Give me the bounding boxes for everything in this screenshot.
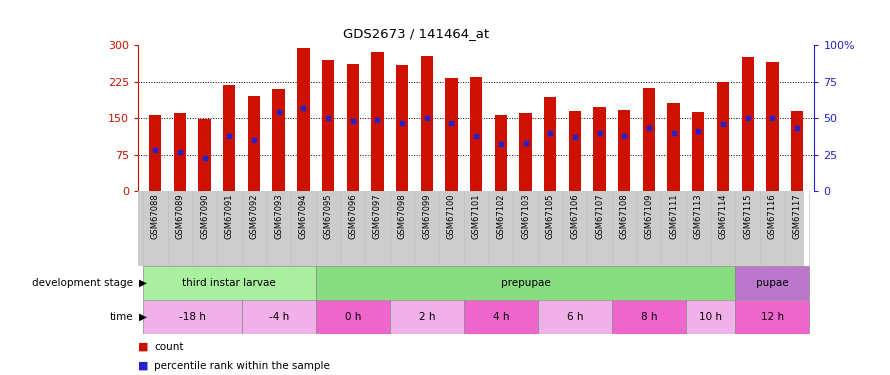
Text: -4 h: -4 h — [269, 312, 288, 322]
Text: GSM67096: GSM67096 — [348, 194, 357, 239]
Bar — [668, 102, 680, 191]
Bar — [612, 300, 686, 334]
Bar — [174, 113, 186, 191]
Bar — [149, 115, 161, 191]
Bar — [741, 57, 754, 191]
Text: 4 h: 4 h — [492, 312, 509, 322]
Bar — [390, 300, 464, 334]
Text: -18 h: -18 h — [179, 312, 206, 322]
Bar — [223, 85, 236, 191]
Text: GSM67093: GSM67093 — [274, 194, 283, 239]
Text: time: time — [109, 312, 134, 322]
Bar — [766, 62, 779, 191]
Bar — [316, 300, 390, 334]
Text: GSM67090: GSM67090 — [200, 194, 209, 239]
Text: GSM67117: GSM67117 — [793, 194, 802, 239]
Bar — [143, 300, 241, 334]
Text: GSM67095: GSM67095 — [324, 194, 333, 239]
Bar — [569, 111, 581, 191]
Text: 2 h: 2 h — [418, 312, 435, 322]
Text: 12 h: 12 h — [761, 312, 784, 322]
Bar — [371, 53, 384, 191]
Text: ■: ■ — [138, 342, 149, 352]
Text: GSM67108: GSM67108 — [619, 194, 628, 239]
Text: GSM67099: GSM67099 — [422, 194, 432, 239]
Text: ▶: ▶ — [139, 278, 147, 288]
Bar — [643, 88, 655, 191]
Text: GSM67092: GSM67092 — [249, 194, 258, 239]
Bar — [322, 60, 335, 191]
Bar — [445, 78, 457, 191]
Bar — [396, 66, 409, 191]
Text: 0 h: 0 h — [344, 312, 361, 322]
Text: percentile rank within the sample: percentile rank within the sample — [154, 361, 330, 370]
Bar — [297, 48, 310, 191]
Bar — [495, 115, 507, 191]
Bar — [618, 110, 630, 191]
Bar — [594, 107, 606, 191]
Text: GSM67094: GSM67094 — [299, 194, 308, 239]
Bar — [716, 82, 729, 191]
Text: GDS2673 / 141464_at: GDS2673 / 141464_at — [343, 27, 489, 40]
Text: ■: ■ — [138, 361, 149, 370]
Bar — [247, 96, 260, 191]
Text: GSM67100: GSM67100 — [447, 194, 456, 239]
Text: GSM67105: GSM67105 — [546, 194, 554, 239]
Text: GSM67102: GSM67102 — [497, 194, 506, 239]
Text: GSM67088: GSM67088 — [150, 194, 159, 239]
Bar — [464, 300, 538, 334]
Bar — [316, 266, 735, 300]
Text: prepupae: prepupae — [501, 278, 550, 288]
Bar — [241, 300, 316, 334]
Bar — [686, 300, 735, 334]
Text: GSM67103: GSM67103 — [521, 194, 530, 239]
Text: pupae: pupae — [756, 278, 789, 288]
Text: GSM67089: GSM67089 — [175, 194, 184, 239]
Text: third instar larvae: third instar larvae — [182, 278, 276, 288]
Bar — [470, 77, 482, 191]
Text: development stage: development stage — [33, 278, 134, 288]
Text: GSM67107: GSM67107 — [595, 194, 604, 239]
Bar — [735, 266, 809, 300]
Text: GSM67116: GSM67116 — [768, 194, 777, 239]
Text: GSM67111: GSM67111 — [669, 194, 678, 239]
Text: GSM67115: GSM67115 — [743, 194, 752, 239]
Bar — [198, 119, 211, 191]
Text: GSM67091: GSM67091 — [225, 194, 234, 239]
Bar — [346, 64, 359, 191]
Text: GSM67106: GSM67106 — [570, 194, 579, 239]
Text: GSM67114: GSM67114 — [718, 194, 727, 239]
Text: GSM67109: GSM67109 — [644, 194, 653, 239]
Text: GSM67101: GSM67101 — [472, 194, 481, 239]
Text: 8 h: 8 h — [641, 312, 657, 322]
Text: ▶: ▶ — [139, 312, 147, 322]
Text: 6 h: 6 h — [567, 312, 583, 322]
Bar — [692, 112, 705, 191]
Bar — [735, 300, 809, 334]
Bar — [791, 111, 804, 191]
Text: GSM67113: GSM67113 — [694, 194, 703, 239]
Text: GSM67097: GSM67097 — [373, 194, 382, 239]
Bar — [143, 266, 316, 300]
Bar — [272, 89, 285, 191]
Bar — [520, 113, 531, 191]
Bar — [538, 300, 612, 334]
Text: GSM67098: GSM67098 — [398, 194, 407, 239]
Bar — [421, 56, 433, 191]
Text: 10 h: 10 h — [700, 312, 722, 322]
Bar — [544, 97, 556, 191]
Text: count: count — [154, 342, 183, 352]
